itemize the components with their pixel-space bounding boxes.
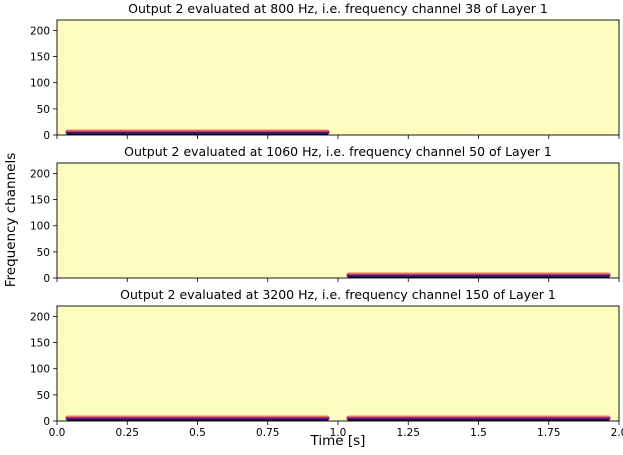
x-tick-label: 0.75 <box>256 427 279 439</box>
chart-panel-1: Output 2 evaluated at 800 Hz, i.e. frequ… <box>30 1 620 142</box>
x-tick-label: 1.5 <box>470 427 487 439</box>
y-tick-label: 200 <box>30 25 50 37</box>
y-tick-label: 0 <box>43 416 50 428</box>
heatmap-background <box>57 20 619 135</box>
chart-panel-3: Output 2 evaluated at 3200 Hz, i.e. freq… <box>30 287 623 439</box>
y-tick-label: 0 <box>43 273 50 285</box>
panel-title: Output 2 evaluated at 3200 Hz, i.e. freq… <box>120 287 556 302</box>
x-tick-label: 0.25 <box>116 427 139 439</box>
panels: Output 2 evaluated at 800 Hz, i.e. frequ… <box>30 1 623 439</box>
y-tick-label: 100 <box>30 221 50 233</box>
y-tick-label: 50 <box>37 390 50 402</box>
y-tick-label: 200 <box>30 311 50 323</box>
y-tick-label: 200 <box>30 168 50 180</box>
y-tick-label: 150 <box>30 338 50 350</box>
x-tick-label: 1.25 <box>397 427 420 439</box>
x-tick-label: 1.75 <box>537 427 560 439</box>
heatmap-activation-band <box>346 271 611 278</box>
y-tick-label: 50 <box>37 247 50 259</box>
heatmap-activation-band <box>346 414 611 421</box>
chart-panel-2: Output 2 evaluated at 1060 Hz, i.e. freq… <box>30 144 620 285</box>
figure-ylabel: Frequency channels <box>3 153 19 288</box>
heatmap-activation-band <box>65 414 330 421</box>
panel-title: Output 2 evaluated at 1060 Hz, i.e. freq… <box>124 144 552 159</box>
figure-xlabel: Time [s] <box>310 433 366 449</box>
y-tick-label: 50 <box>37 104 50 116</box>
x-tick-label: 0.5 <box>189 427 206 439</box>
heatmap-background <box>57 163 619 278</box>
y-tick-label: 100 <box>30 364 50 376</box>
y-tick-label: 150 <box>30 195 50 207</box>
x-tick-label: 2.0 <box>611 427 623 439</box>
panel-title: Output 2 evaluated at 800 Hz, i.e. frequ… <box>128 1 548 16</box>
heatmap-background <box>57 306 619 421</box>
y-tick-label: 150 <box>30 52 50 64</box>
y-tick-label: 100 <box>30 78 50 90</box>
y-tick-label: 0 <box>43 130 50 142</box>
x-tick-label: 1.0 <box>330 427 347 439</box>
heatmap-activation-band <box>65 128 330 135</box>
x-tick-label: 0.0 <box>49 427 66 439</box>
